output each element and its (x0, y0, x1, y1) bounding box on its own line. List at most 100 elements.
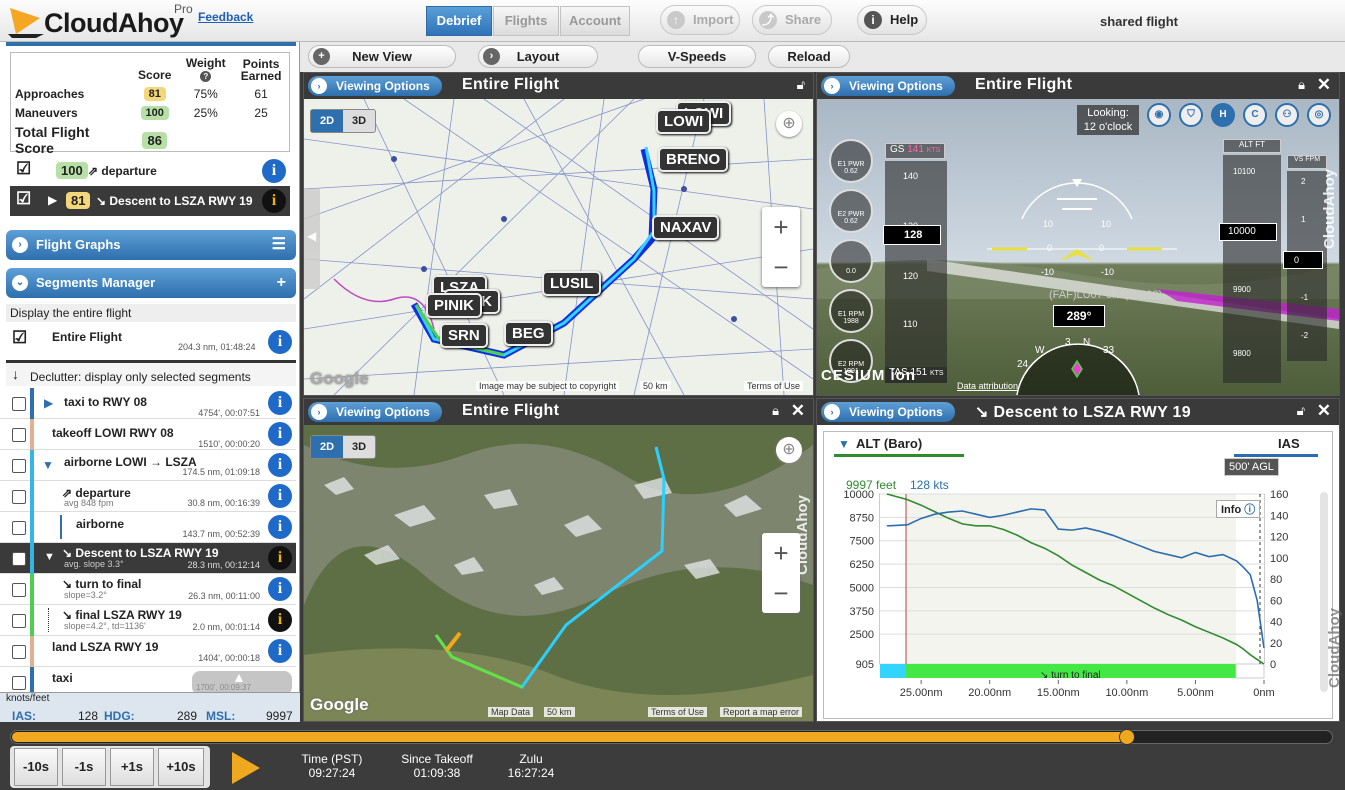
waypoint-label[interactable]: BRENO (658, 147, 729, 172)
timeline-handle[interactable] (1119, 729, 1136, 745)
list-item[interactable]: airborne 143.7 nm, 00:52:39 i (0, 512, 296, 543)
segments-manager-header[interactable]: ⌄ Segments Manager + (6, 268, 296, 298)
waypoint-label[interactable]: LOWI (656, 109, 712, 134)
viewing-options-button[interactable]: › Viewing Options (308, 402, 442, 422)
flight-graphs-header[interactable]: › Flight Graphs ☰ (6, 230, 296, 260)
3d-button[interactable]: 3D (351, 115, 367, 127)
back-1s-button[interactable]: -1s (62, 748, 106, 786)
waypoint-label[interactable]: PINIK (426, 293, 483, 318)
graph-scrollbar[interactable] (1320, 492, 1328, 692)
timeline-track[interactable] (10, 729, 1333, 745)
report-error-link[interactable]: Report a map error (720, 707, 803, 717)
plus-icon[interactable]: + (276, 274, 286, 291)
info-icon[interactable]: i (268, 608, 292, 632)
info-icon[interactable]: i (268, 577, 292, 601)
lock-icon[interactable]: 🔒︎ (772, 403, 779, 418)
info-icon[interactable]: i (268, 330, 292, 354)
checkbox[interactable] (12, 490, 26, 504)
camera-pilot-icon[interactable]: ⚇ (1275, 103, 1299, 127)
info-icon[interactable]: i (268, 422, 292, 446)
2d-button[interactable]: 2D (311, 110, 343, 132)
forward-1s-button[interactable]: +1s (110, 748, 154, 786)
list-item[interactable]: ↘ turn to final slope=3.2° 26.3 nm, 00:11:… (0, 574, 296, 605)
layout-button[interactable]: › Layout (478, 45, 598, 68)
tab-flights[interactable]: Flights (493, 6, 559, 36)
unlock-icon[interactable]: 🔓︎ (1296, 403, 1305, 418)
tab-debrief[interactable]: Debrief (426, 6, 492, 36)
close-icon[interactable]: ✕ (790, 401, 805, 420)
viewing-options-button[interactable]: › Viewing Options (821, 76, 955, 96)
list-item[interactable]: ▶ taxi to RWY 08 4754', 00:07:51 i (0, 388, 296, 419)
expand-triangle-icon[interactable]: ▼ (42, 458, 54, 472)
locate-icon[interactable]: ⊕ (776, 437, 802, 463)
checkbox[interactable] (12, 459, 26, 473)
map-data-link[interactable]: Map Data (488, 707, 534, 717)
list-item[interactable]: ↘ final LSZA RWY 19 slope=4.2°, td=1136' 2… (0, 605, 296, 636)
list-item[interactable]: ⇗ departure avg 848 fpm 30.8 nm, 00:16:39 i (0, 481, 296, 512)
checkbox[interactable] (12, 428, 26, 442)
info-icon[interactable]: i (268, 546, 292, 570)
camera-view-icon[interactable]: ◎ (1307, 103, 1331, 127)
checkbox[interactable] (12, 614, 26, 628)
list-item[interactable]: ▼ airborne LOWI → LSZA 174.5 nm, 01:09:18 i (0, 450, 296, 481)
expand-triangle-icon[interactable]: ▼ (44, 551, 55, 563)
vspeeds-button[interactable]: V-Speeds (638, 45, 756, 68)
info-icon[interactable]: i (268, 453, 292, 477)
feedback-link[interactable]: Feedback (198, 10, 254, 24)
collapse-triangle-icon[interactable]: ▼ (838, 437, 850, 451)
entire-flight-name[interactable]: Entire Flight (52, 330, 122, 344)
satellite-map[interactable]: 2D 3D ⊕ + − Google Map Data 50 km Terms of… (304, 425, 813, 721)
unlock-icon[interactable]: 🔓︎ (796, 77, 805, 92)
list-item-selected[interactable]: ▼ ↘ Descent to LSZA RWY 19 avg. slope 3.3°… (0, 543, 296, 574)
checkbox[interactable] (12, 521, 26, 535)
3d-view[interactable]: GS 141 KTS 140 130 120 110 128 TAS 151 K… (817, 99, 1339, 395)
camera-h-icon[interactable]: H (1211, 103, 1235, 127)
checkbox[interactable] (12, 645, 26, 659)
waypoint-label[interactable]: LUSIL (542, 271, 602, 296)
zoom-out-button[interactable]: − (773, 578, 789, 608)
checkbox-checked[interactable]: ☑ (12, 328, 28, 347)
scored-segment-departure[interactable]: ☑ 100 ⇗ departure i (10, 156, 290, 186)
viewing-options-button[interactable]: › Viewing Options (821, 402, 955, 422)
checkbox-checked[interactable]: ☑ (16, 189, 32, 208)
zoom-out-button[interactable]: − (773, 252, 789, 282)
camera-eye-icon[interactable]: ◉ (1147, 103, 1171, 127)
share-button[interactable]: ⤴ Share (752, 5, 832, 35)
list-item[interactable]: land LSZA RWY 19 1404', 00:00:18 i (0, 636, 296, 667)
scored-segment-descent[interactable]: ☑ ▶ 81 ↘ Descent to LSZA RWY 19 i (10, 186, 290, 216)
cloudahoy-logo[interactable]: CloudAhoy Pro (6, 2, 206, 40)
locate-icon[interactable]: ⊕ (776, 111, 802, 137)
sidebar-collapse-handle[interactable]: ◀ (304, 189, 320, 289)
info-icon[interactable]: i (268, 391, 292, 415)
info-icon[interactable]: i (268, 484, 292, 508)
import-button[interactable]: ↑ Import (660, 5, 740, 35)
back-10s-button[interactable]: -10s (14, 748, 58, 786)
forward-10s-button[interactable]: +10s (158, 748, 204, 786)
2d-button[interactable]: 2D (311, 436, 343, 458)
info-button[interactable]: Info ⓘ (1216, 500, 1261, 518)
data-attribution-link[interactable]: Data attribution (957, 381, 1019, 391)
3d-button[interactable]: 3D (351, 441, 367, 453)
menu-icon[interactable]: ☰ (271, 236, 286, 253)
terms-link[interactable]: Terms of Use (648, 707, 708, 717)
checkbox[interactable] (12, 676, 26, 690)
terms-link[interactable]: Terms of Use (744, 381, 804, 391)
close-icon[interactable]: ✕ (1316, 401, 1331, 420)
info-icon[interactable]: i (262, 189, 286, 213)
play-triangle-icon[interactable]: ▶ (44, 396, 54, 410)
camera-c-icon[interactable]: C (1243, 103, 1267, 127)
altitude-ias-chart[interactable]: 10000 8750 7500 6250 5000 3750 2500 905 160 140 12… (824, 432, 1334, 720)
lock-icon[interactable]: 🔒︎ (1298, 77, 1305, 92)
viewing-options-button[interactable]: › Viewing Options (308, 76, 442, 96)
graph-area[interactable]: ▼ ALT (Baro) IAS 500' AGL 9997 feet 128 … (823, 431, 1343, 720)
close-icon[interactable]: ✕ (1316, 75, 1331, 94)
map-view-toggle[interactable]: 2D 3D (310, 109, 376, 133)
info-icon[interactable]: i (268, 515, 292, 539)
waypoint-label[interactable]: BEG (504, 321, 553, 346)
list-item[interactable]: takeoff LOWI RWY 08 1510', 00:00:20 i (0, 419, 296, 450)
reload-button[interactable]: Reload (768, 45, 850, 68)
checkbox[interactable] (12, 552, 26, 566)
camera-shield-icon[interactable]: ⛉ (1179, 103, 1203, 127)
new-view-button[interactable]: + New View (308, 45, 456, 68)
help-button[interactable]: i Help (857, 5, 927, 35)
